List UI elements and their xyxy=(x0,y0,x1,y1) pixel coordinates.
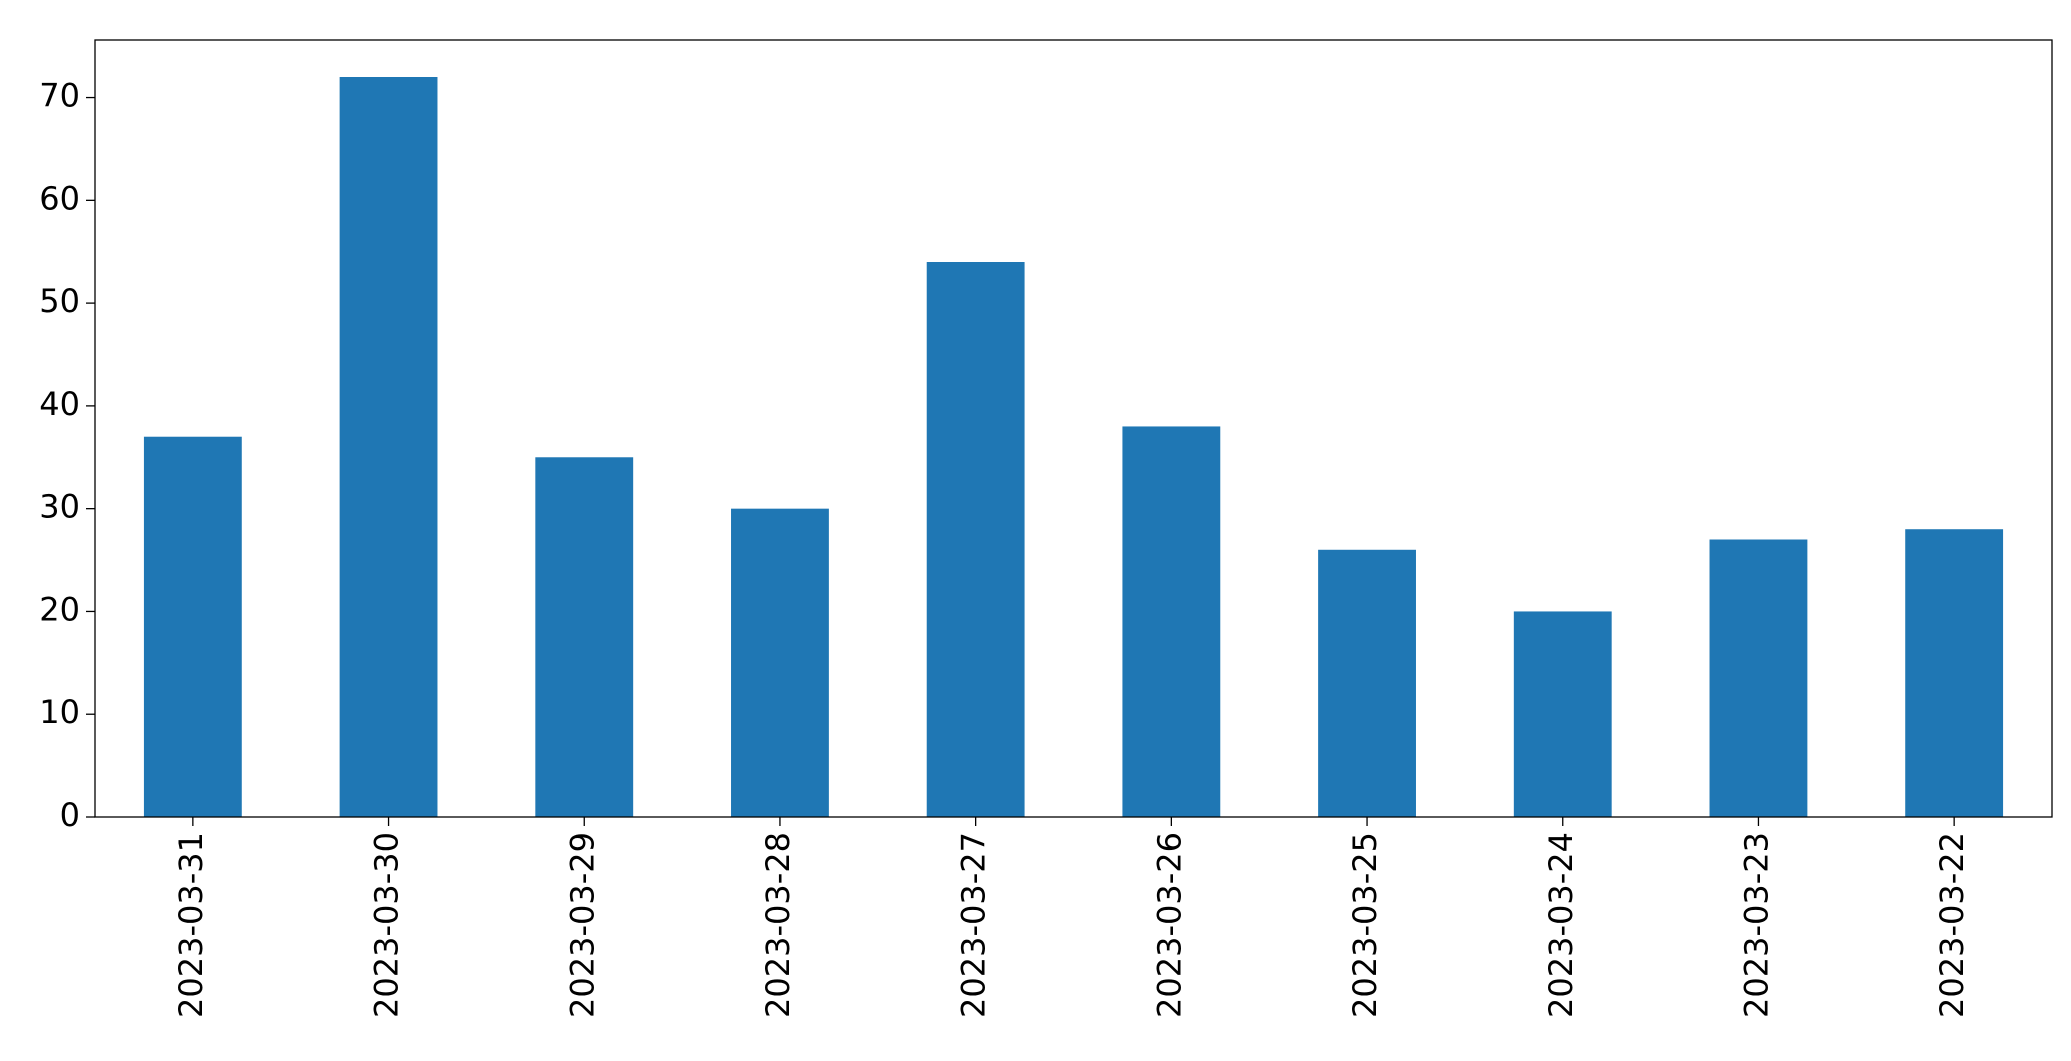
y-tick-label: 0 xyxy=(60,796,80,834)
bar xyxy=(1318,549,1416,817)
x-tick-label: 2023-03-28 xyxy=(759,832,797,1018)
bar xyxy=(143,436,242,817)
x-tick-label: 2023-03-23 xyxy=(1737,832,1775,1018)
y-tick-label: 40 xyxy=(39,385,80,423)
y-tick-label: 30 xyxy=(39,488,80,526)
y-tick-label: 70 xyxy=(39,77,80,115)
x-tick-label: 2023-03-22 xyxy=(1933,832,1971,1018)
x-tick-label: 2023-03-29 xyxy=(563,832,601,1018)
y-tick-label: 10 xyxy=(39,693,80,731)
bar xyxy=(535,457,634,817)
y-tick-label: 20 xyxy=(39,590,80,628)
bar xyxy=(339,77,438,817)
x-tick-label: 2023-03-31 xyxy=(172,832,210,1018)
bar xyxy=(1122,426,1221,817)
bar xyxy=(926,262,1025,817)
plot-frame xyxy=(94,39,2053,818)
bar xyxy=(731,508,829,817)
y-tick-label: 60 xyxy=(39,179,80,217)
y-tick-label: 50 xyxy=(39,282,80,320)
bar xyxy=(1513,611,1612,817)
x-tick-label: 2023-03-24 xyxy=(1542,832,1580,1018)
x-tick-label: 2023-03-26 xyxy=(1150,832,1188,1018)
bar xyxy=(1709,539,1808,817)
bar xyxy=(1905,529,2004,817)
x-tick-label: 2023-03-30 xyxy=(368,832,406,1018)
x-tick-label: 2023-03-25 xyxy=(1346,832,1384,1018)
x-tick-label: 2023-03-27 xyxy=(955,832,993,1018)
